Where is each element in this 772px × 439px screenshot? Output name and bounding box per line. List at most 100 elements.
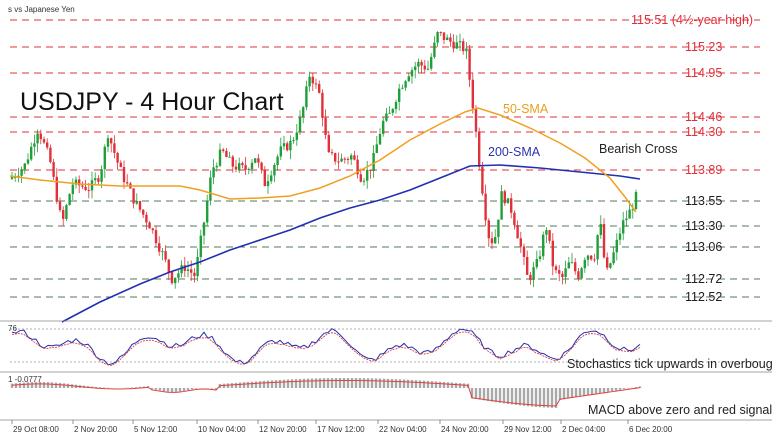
candle-body-183 bbox=[596, 235, 599, 260]
candle-body-184 bbox=[599, 224, 602, 236]
macd-bar-86 bbox=[354, 378, 358, 388]
stoch-d-line bbox=[11, 331, 641, 366]
macd-bar-41 bbox=[174, 388, 178, 392]
macd-bar-60 bbox=[250, 381, 254, 388]
candle-body-195 bbox=[634, 192, 638, 210]
candle-body-167 bbox=[545, 230, 548, 235]
macd-bar-71 bbox=[294, 379, 298, 388]
macd-bar-122 bbox=[498, 388, 502, 403]
candle-body-150 bbox=[490, 238, 494, 244]
candle-body-87 bbox=[289, 140, 292, 151]
candle-body-126 bbox=[414, 66, 417, 71]
macd-bar-157 bbox=[638, 386, 642, 388]
candle-body-168 bbox=[548, 230, 551, 241]
x-tick-label-9: 2 Dec 04:00 bbox=[562, 425, 606, 434]
macd-bar-38 bbox=[162, 388, 166, 392]
macd-bar-62 bbox=[258, 381, 262, 388]
candle-body-130 bbox=[426, 68, 430, 70]
macd-bar-75 bbox=[310, 378, 314, 388]
macd-bar-151 bbox=[614, 388, 618, 391]
macd-bar-80 bbox=[330, 378, 334, 388]
candle-body-3 bbox=[20, 169, 23, 176]
price-level-label-2: 114.95 bbox=[685, 66, 722, 80]
macd-bar-83 bbox=[342, 378, 346, 388]
candle-body-80 bbox=[266, 181, 270, 187]
macd-bar-129 bbox=[526, 388, 530, 407]
macd-bar-132 bbox=[538, 388, 542, 408]
candle-body-66 bbox=[222, 149, 225, 151]
macd-bar-150 bbox=[610, 388, 614, 392]
macd-bar-13 bbox=[62, 383, 66, 388]
candle-body-159 bbox=[519, 238, 522, 247]
macd-bar-5 bbox=[30, 382, 34, 388]
candle-body-4 bbox=[23, 163, 26, 170]
macd-bar-67 bbox=[278, 379, 282, 388]
macd-bar-4 bbox=[26, 382, 30, 388]
candle-body-138 bbox=[452, 41, 455, 49]
candle-body-46 bbox=[158, 243, 161, 252]
x-tick-label-7: 24 Nov 20:00 bbox=[441, 425, 489, 434]
price-level-label-1: 115.23 bbox=[685, 40, 722, 54]
macd-bar-125 bbox=[510, 388, 514, 405]
candle-body-127 bbox=[417, 61, 420, 67]
macd-bar-148 bbox=[602, 388, 606, 393]
macd-bar-96 bbox=[394, 379, 398, 388]
macd-bar-95 bbox=[390, 378, 394, 388]
candle-body-18 bbox=[68, 194, 71, 206]
candle-body-72 bbox=[241, 163, 244, 166]
candle-body-97 bbox=[321, 92, 324, 118]
price-level-label-0: 115.51 (4½-year high) bbox=[631, 13, 753, 27]
candle-body-177 bbox=[577, 271, 580, 279]
macd-bar-100 bbox=[410, 379, 414, 388]
candle-body-40 bbox=[138, 201, 142, 210]
macd-bar-110 bbox=[450, 382, 454, 388]
macd-bar-111 bbox=[454, 382, 458, 388]
macd-bar-133 bbox=[542, 388, 546, 408]
macd-bar-74 bbox=[306, 378, 310, 388]
candle-body-30 bbox=[106, 138, 110, 147]
bearish-cross-label: Bearish Cross bbox=[599, 142, 678, 156]
sma50-line bbox=[9, 107, 637, 213]
candle-body-161 bbox=[526, 256, 529, 275]
candle-body-60 bbox=[202, 222, 206, 236]
sma200-line bbox=[61, 164, 641, 323]
candle-body-164 bbox=[535, 258, 538, 268]
macd-bar-143 bbox=[582, 388, 586, 396]
candle-body-78 bbox=[260, 162, 263, 170]
candle-body-172 bbox=[561, 273, 564, 278]
candle-body-53 bbox=[180, 265, 183, 274]
macd-bar-140 bbox=[570, 388, 574, 398]
macd-bar-81 bbox=[334, 378, 338, 388]
candle-body-12 bbox=[49, 147, 52, 163]
candle-body-116 bbox=[382, 120, 385, 134]
candle-body-19 bbox=[71, 184, 74, 195]
macd-bar-119 bbox=[486, 388, 490, 401]
candle-body-91 bbox=[302, 107, 305, 117]
macd-bar-21 bbox=[94, 386, 98, 388]
macd-bar-99 bbox=[406, 379, 410, 388]
candle-body-137 bbox=[449, 37, 452, 42]
candle-body-85 bbox=[282, 143, 286, 147]
candle-body-89 bbox=[295, 132, 298, 141]
price-level-label-3: 114.46 bbox=[685, 110, 722, 124]
candle-body-185 bbox=[602, 224, 606, 258]
candle-body-67 bbox=[225, 150, 228, 158]
chart-title: USDJPY - 4 Hour Chart bbox=[20, 88, 284, 116]
candle-body-56 bbox=[190, 269, 193, 273]
candle-body-156 bbox=[510, 198, 513, 213]
candle-body-74 bbox=[247, 169, 250, 171]
candle-body-52 bbox=[177, 273, 180, 278]
macd-bar-44 bbox=[186, 388, 190, 391]
candle-body-101 bbox=[334, 153, 337, 162]
candle-body-5 bbox=[26, 159, 30, 164]
macd-bar-37 bbox=[158, 388, 162, 391]
macd-bar-8 bbox=[42, 382, 46, 388]
price-level-label-8: 113.06 bbox=[685, 240, 722, 254]
candle-body-102 bbox=[337, 161, 340, 163]
candle-body-71 bbox=[238, 163, 241, 170]
candle-body-106 bbox=[350, 155, 353, 160]
candle-body-180 bbox=[586, 255, 590, 260]
candle-body-94 bbox=[311, 76, 314, 84]
candle-body-42 bbox=[145, 214, 148, 223]
candle-body-132 bbox=[433, 42, 436, 58]
